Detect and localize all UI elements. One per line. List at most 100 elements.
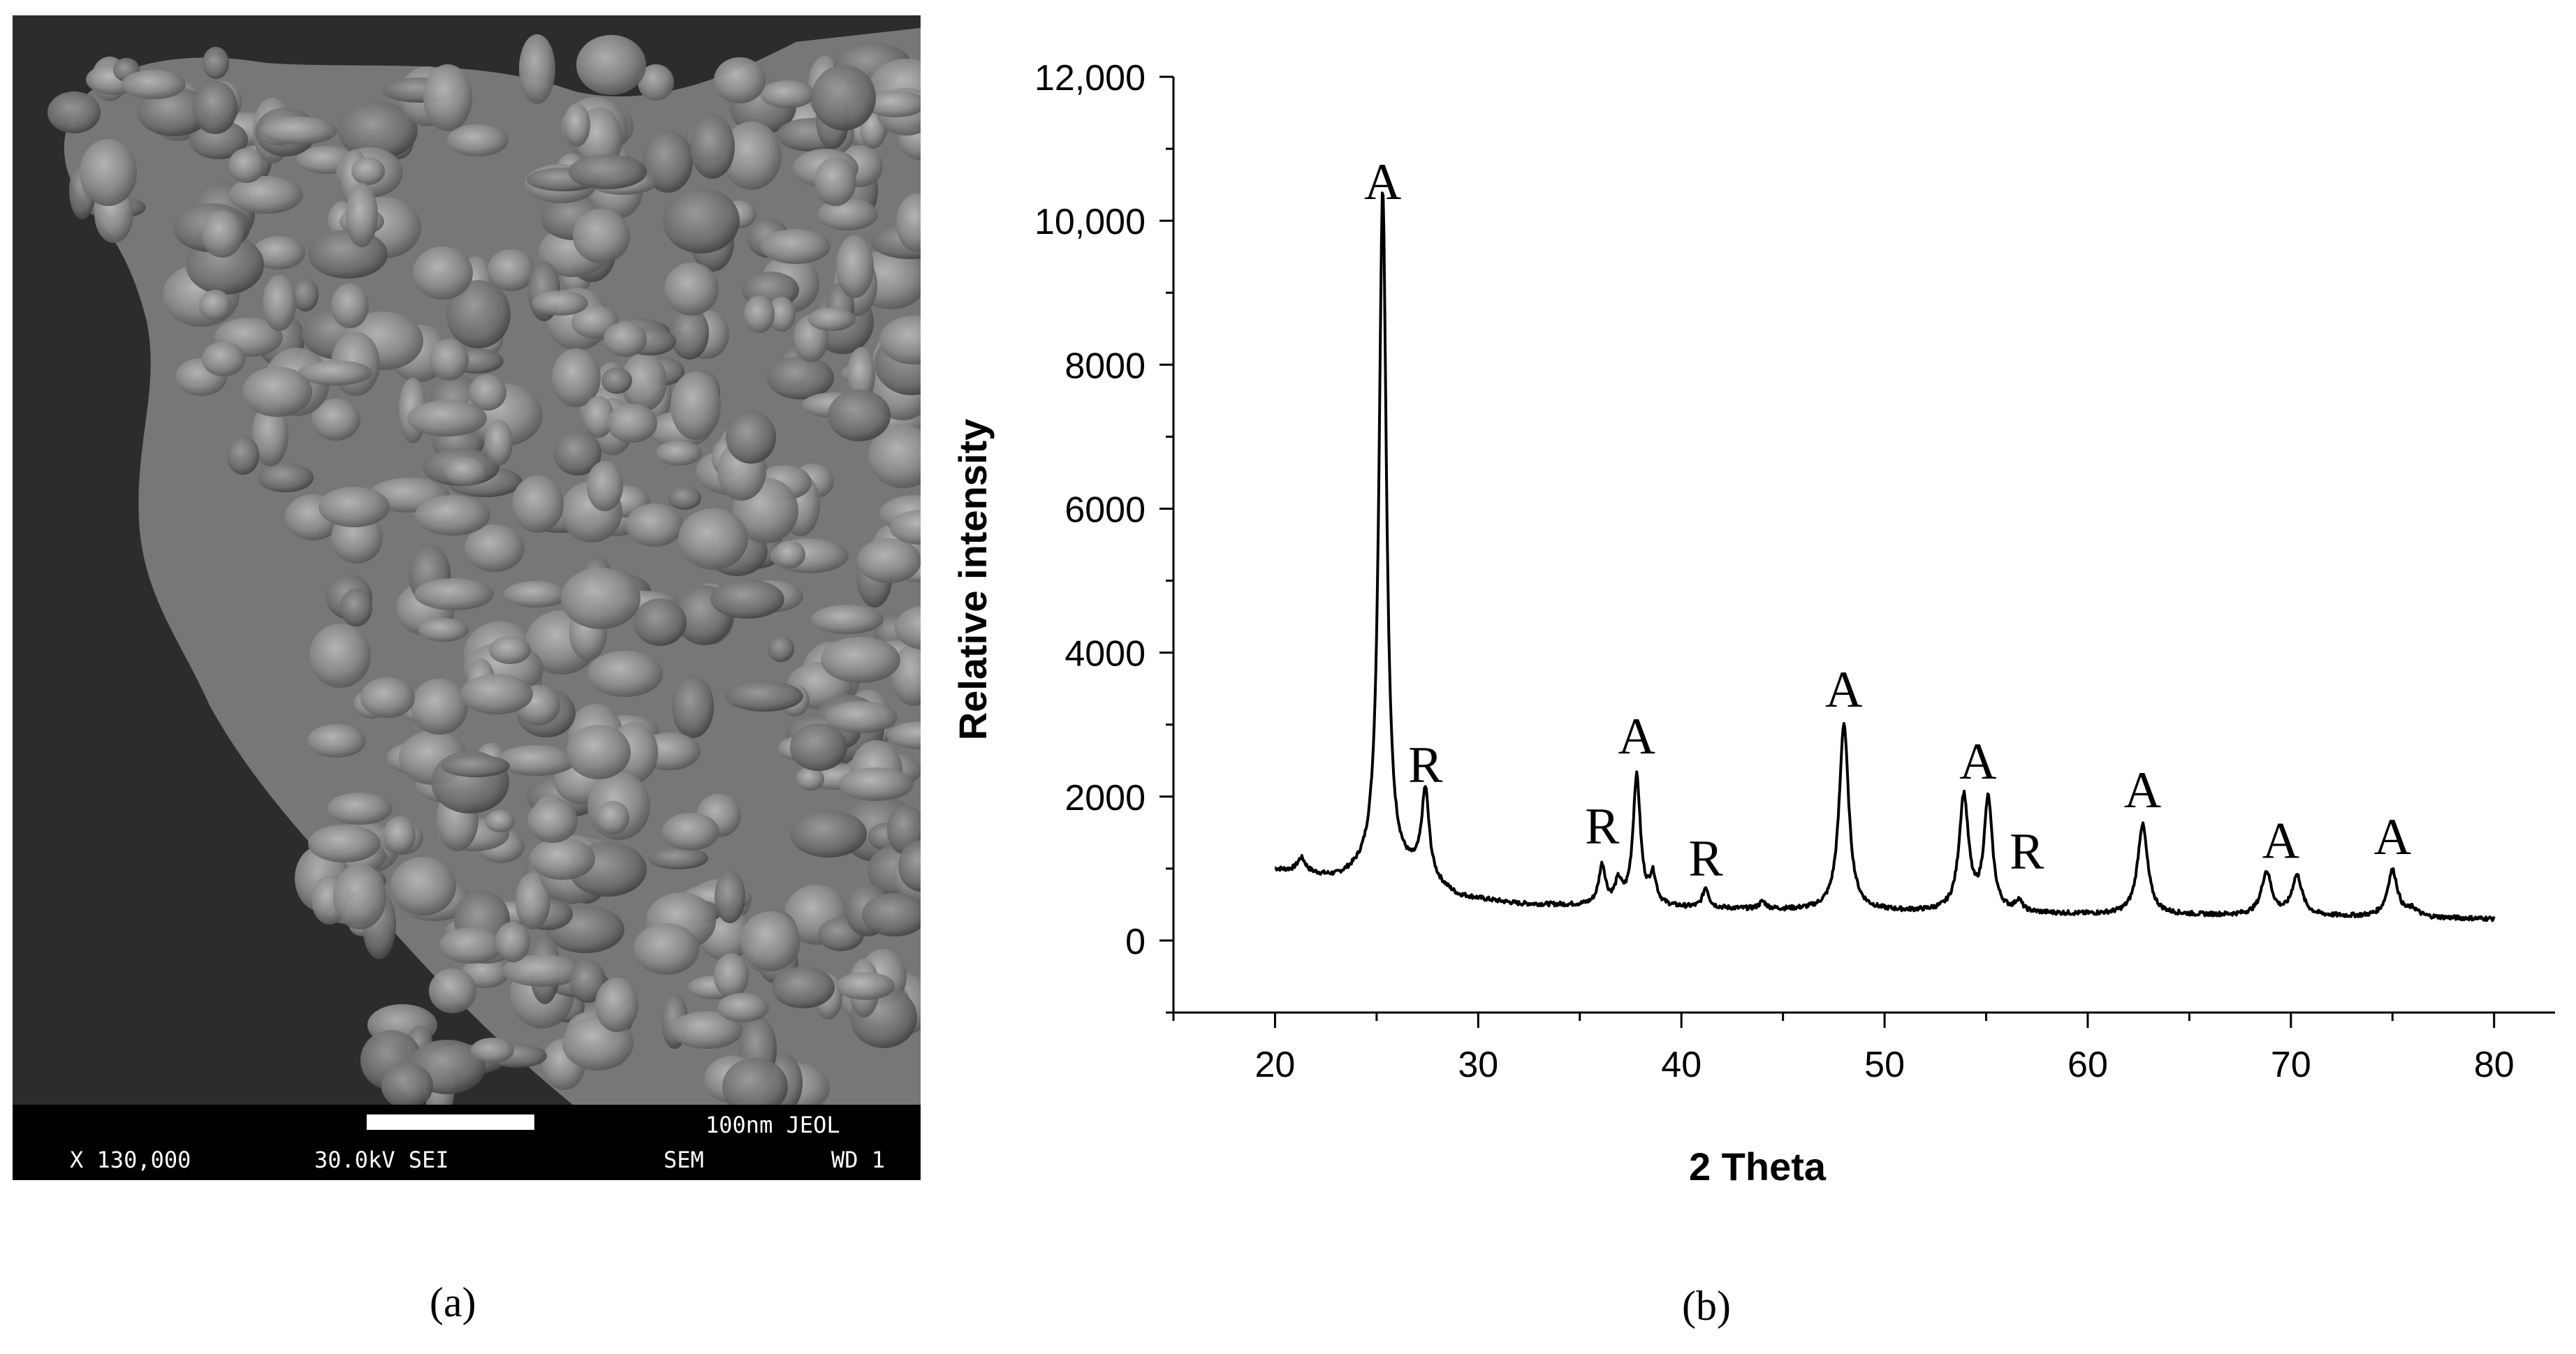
sem-particle (429, 969, 476, 1013)
sem-particle (298, 360, 372, 385)
sem-particle (587, 651, 663, 697)
sem-particle (444, 457, 488, 486)
sem-particle (258, 463, 314, 492)
sem-particle (460, 674, 533, 714)
sem-particle (430, 339, 469, 381)
sem-particle (634, 923, 699, 975)
sem-particle (512, 476, 564, 533)
sem-particle (621, 353, 667, 411)
y-tick-label: 0 (1125, 922, 1146, 962)
sem-particle (790, 723, 847, 771)
x-axis-label: 2 Theta (1689, 1145, 1827, 1189)
sem-particle (828, 390, 891, 441)
sem-particle (308, 825, 381, 862)
rutile-peak-label: R (1408, 737, 1443, 794)
sem-particle (327, 793, 393, 825)
sem-particle (761, 229, 830, 264)
y-axis-ticks: 0 2000 4000 6000 8000 10,000 12,000 (1034, 58, 1173, 1014)
sem-particle (80, 139, 137, 206)
sem-particle (228, 148, 265, 183)
panel-a: 100nm JEOL X 130,000 30.0kV SEI SEM WD 1… (0, 0, 922, 1351)
sem-particle (242, 367, 312, 417)
anatase-peak-label: A (2124, 762, 2161, 819)
sem-particle (292, 278, 319, 311)
rutile-peak-label: R (1688, 830, 1723, 888)
sem-image-svg: 100nm JEOL X 130,000 30.0kV SEI SEM WD 1… (13, 15, 921, 1325)
sem-particle (229, 176, 303, 214)
sem-particle (710, 580, 784, 619)
sem-particle (360, 677, 415, 718)
panel-b-caption: (b) (1682, 1283, 1731, 1329)
sem-particle (717, 993, 769, 1022)
sem-particle (812, 65, 876, 131)
sem-particle (725, 681, 803, 712)
sem-particle (714, 953, 749, 998)
sem-particle (601, 367, 632, 394)
sem-particle (515, 872, 550, 929)
sem-particle (413, 246, 473, 300)
sem-particle (722, 122, 782, 190)
sem-particle (252, 236, 305, 270)
anatase-peak-label: A (1825, 661, 1862, 719)
rutile-peak-label: R (1585, 798, 1620, 855)
sem-particle (672, 675, 714, 738)
sem-particle (768, 635, 794, 662)
sem-particle (573, 209, 630, 263)
sem-particle (390, 857, 456, 915)
sem-mode: SEM (664, 1147, 704, 1173)
sem-particle (351, 157, 385, 185)
sem-particle (414, 578, 494, 610)
sem-particle (595, 978, 638, 1032)
x-tick-label: 40 (1661, 1045, 1702, 1085)
sem-particle (418, 618, 469, 642)
panel-a-caption: (a) (430, 1279, 476, 1325)
sem-particle (519, 34, 555, 104)
sem-particle (744, 295, 775, 333)
sem-particle (607, 404, 657, 443)
sem-particle (811, 605, 884, 634)
sem-particle (263, 275, 296, 331)
sem-particle (821, 637, 900, 683)
y-tick-label: 12,000 (1034, 58, 1146, 98)
sem-particle (671, 1011, 743, 1049)
sem-particle (309, 624, 371, 688)
sem-particle (201, 210, 243, 258)
y-tick-label: 8000 (1064, 346, 1146, 386)
sem-particle (471, 1038, 514, 1063)
sem-voltage: 30.0kV SEI (314, 1147, 449, 1173)
sem-particle (768, 297, 796, 332)
x-tick-label: 70 (2271, 1045, 2311, 1085)
sem-particle (761, 80, 815, 108)
anatase-peak-label: A (1618, 708, 1655, 765)
anatase-peak-label: A (1364, 154, 1401, 211)
sem-particles (47, 28, 921, 1105)
sem-particle (527, 800, 578, 843)
sem-particle (488, 249, 535, 291)
y-tick-label: 4000 (1064, 634, 1146, 675)
sem-particle (790, 810, 867, 858)
sem-particle (312, 399, 360, 441)
sem-particle (566, 725, 631, 779)
sem-particle (767, 356, 834, 399)
sem-particle (439, 927, 504, 964)
sem-particle (634, 598, 687, 646)
sem-particle (643, 130, 693, 193)
sem-particle (836, 235, 874, 298)
anatase-peak-label: A (1959, 733, 1996, 790)
sem-particle (838, 767, 914, 801)
sem-particle (485, 420, 513, 466)
sem-particle (497, 745, 576, 776)
x-tick-label: 20 (1255, 1045, 1296, 1085)
sem-particle (638, 64, 674, 101)
chart-axes (1172, 77, 2555, 1014)
sem-particle (485, 810, 515, 832)
sem-particle (690, 115, 735, 179)
sem-particle (502, 955, 583, 987)
sem-particle (847, 347, 875, 403)
sem-particle (137, 87, 211, 136)
xrd-chart: 0 2000 4000 6000 8000 10,000 12,000 20 30 40 50 60… (951, 58, 2555, 1329)
sem-particle (740, 911, 800, 971)
sem-particle (307, 724, 366, 758)
anatase-peak-label: A (2374, 809, 2411, 866)
sem-particle (554, 431, 601, 476)
